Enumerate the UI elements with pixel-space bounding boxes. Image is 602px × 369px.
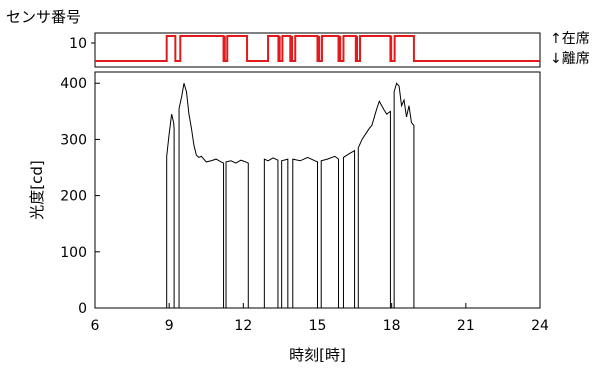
x-tick-label: 18 bbox=[383, 318, 401, 334]
x-tick-label: 6 bbox=[91, 318, 100, 334]
presence-series-line bbox=[95, 35, 540, 62]
y-tick-label: 200 bbox=[60, 189, 87, 205]
sensor-panel: 10 ↑在席 ↓離席 bbox=[69, 31, 590, 68]
x-tick-label: 24 bbox=[531, 318, 549, 334]
luminosity-panel: 0 100 200 300 400 6 9 12 15 18 21 24 光度[cd] 時刻[時] bbox=[28, 71, 549, 364]
legend-absent: ↓離席 bbox=[550, 50, 590, 67]
x-tick-label: 21 bbox=[457, 318, 475, 334]
y-tick-label: 100 bbox=[60, 245, 87, 261]
x-tick-label: 12 bbox=[234, 318, 252, 334]
luminosity-series-line bbox=[95, 82, 540, 309]
presence-dips bbox=[223, 36, 393, 61]
y-tick-label: 400 bbox=[60, 76, 87, 92]
y-axis-ticks: 0 100 200 300 400 bbox=[60, 76, 100, 317]
x-tick-label: 15 bbox=[309, 318, 327, 334]
sensor-panel-frame bbox=[94, 32, 541, 68]
x-axis-label: 時刻[時] bbox=[289, 346, 346, 364]
y-tick-label: 0 bbox=[78, 301, 87, 317]
y-axis-label: 光度[cd] bbox=[28, 160, 46, 219]
x-tick-label: 9 bbox=[165, 318, 174, 334]
legend-present: ↑在席 bbox=[550, 31, 590, 47]
sensor-tick-label: 10 bbox=[69, 36, 87, 52]
y-tick-label: 300 bbox=[60, 132, 87, 148]
sensor-number-title: センサ番号 bbox=[6, 8, 82, 26]
